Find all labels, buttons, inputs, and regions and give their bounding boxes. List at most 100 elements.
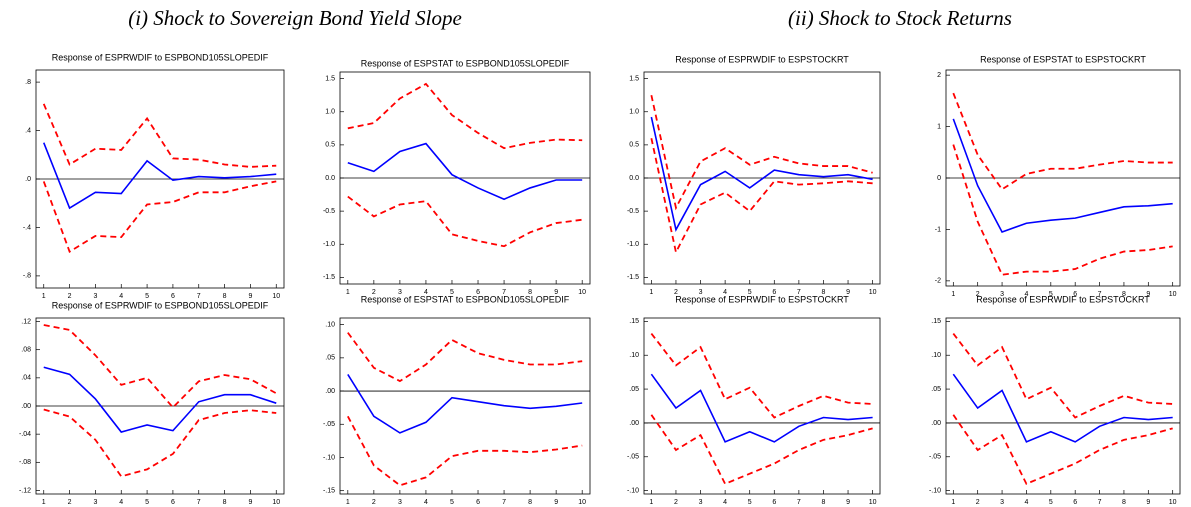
y-tick-label: -.10 (929, 487, 941, 494)
response-line (43, 142, 277, 210)
y-tick-label: .05 (325, 355, 335, 362)
y-tick-label: .15 (629, 318, 639, 325)
y-tick-label: .00 (931, 420, 941, 427)
x-tick-label: 9 (846, 289, 850, 296)
plot-frame (339, 317, 591, 495)
x-tick-label: 9 (554, 289, 558, 296)
y-tick-label: .05 (931, 386, 941, 393)
y-tick-label: -0.5 (627, 208, 639, 215)
x-tick-label: 6 (772, 499, 776, 506)
x-tick-label: 9 (1146, 291, 1150, 298)
plot-frame (643, 317, 881, 495)
x-tick-label: 6 (476, 499, 480, 506)
band-line (650, 94, 873, 211)
y-tick-label: -2 (935, 278, 941, 285)
response-line (347, 142, 583, 201)
y-tick-label: -.15 (323, 488, 335, 495)
y-tick-label: 2 (937, 72, 941, 79)
chart-title: Response of ESPRWDIF to ESPSTOCKRT (976, 294, 1150, 304)
x-tick-label: 7 (502, 289, 506, 296)
x-tick-label: 1 (649, 289, 653, 296)
x-tick-label: 7 (502, 499, 506, 506)
x-tick-label: 1 (951, 291, 955, 298)
response-line (347, 374, 583, 434)
x-tick-label: 9 (554, 499, 558, 506)
x-tick-label: 8 (822, 499, 826, 506)
y-tick-label: 0 (937, 175, 941, 182)
x-tick-label: 3 (1000, 291, 1004, 298)
band-line (650, 138, 873, 255)
y-tick-label: -.05 (627, 454, 639, 461)
y-tick-label: 1.5 (325, 75, 335, 82)
y-tick-label: .10 (325, 321, 335, 328)
x-tick-label: 6 (171, 293, 175, 300)
y-tick-label: -1.0 (627, 241, 639, 248)
x-tick-label: 7 (1098, 499, 1102, 506)
x-tick-label: 1 (42, 293, 46, 300)
y-tick-label: -.04 (19, 431, 31, 438)
x-tick-label: 2 (372, 289, 376, 296)
y-tick-label: 0.0 (325, 175, 335, 182)
x-tick-label: 5 (145, 499, 149, 506)
x-tick-label: 10 (578, 499, 586, 506)
x-tick-label: 8 (223, 293, 227, 300)
band-line (952, 414, 1173, 485)
y-tick-label: -.8 (23, 273, 31, 280)
band-line (952, 144, 1173, 276)
x-tick-label: 3 (1000, 499, 1004, 506)
y-tick-label: .05 (629, 386, 639, 393)
x-tick-label: 8 (528, 499, 532, 506)
x-tick-label: 6 (1073, 499, 1077, 506)
x-tick-label: 8 (822, 289, 826, 296)
x-tick-label: 1 (346, 499, 350, 506)
x-tick-label: 3 (699, 289, 703, 296)
band-line (43, 324, 277, 409)
y-tick-label: -.05 (323, 421, 335, 428)
x-tick-label: 4 (119, 293, 123, 300)
x-tick-label: 4 (723, 289, 727, 296)
band-line (952, 92, 1173, 191)
x-tick-label: 3 (398, 289, 402, 296)
y-tick-label: 0.5 (325, 142, 335, 149)
chart-title: Response of ESPRWDIF to ESPBOND105SLOPED… (52, 300, 269, 310)
x-tick-label: 7 (1098, 291, 1102, 298)
y-tick-label: .0 (25, 176, 31, 183)
band-line (347, 82, 583, 150)
x-tick-label: 2 (976, 291, 980, 298)
x-tick-label: 3 (93, 499, 97, 506)
y-tick-label: .8 (25, 79, 31, 86)
y-tick-label: -1.5 (627, 274, 639, 281)
x-tick-label: 5 (145, 293, 149, 300)
y-tick-label: 1.0 (325, 109, 335, 116)
y-tick-label: .00 (21, 403, 31, 410)
x-tick-label: 5 (748, 289, 752, 296)
y-tick-label: 0.5 (629, 142, 639, 149)
x-tick-label: 3 (93, 293, 97, 300)
x-tick-label: 6 (171, 499, 175, 506)
x-tick-label: 8 (1122, 499, 1126, 506)
response-line (650, 373, 873, 443)
x-tick-label: 2 (674, 289, 678, 296)
x-tick-label: 9 (248, 499, 252, 506)
x-tick-label: 7 (797, 289, 801, 296)
x-tick-label: 4 (1024, 291, 1028, 298)
x-tick-label: 10 (272, 499, 280, 506)
x-tick-label: 4 (119, 499, 123, 506)
y-tick-label: .15 (931, 318, 941, 325)
x-tick-label: 5 (450, 289, 454, 296)
y-tick-label: -.10 (323, 454, 335, 461)
y-tick-label: -1.0 (323, 241, 335, 248)
x-tick-label: 2 (372, 499, 376, 506)
x-tick-label: 10 (869, 499, 877, 506)
y-tick-label: .00 (325, 388, 335, 395)
band-line (42, 103, 277, 168)
x-tick-label: 7 (197, 293, 201, 300)
response-line (43, 366, 277, 433)
y-tick-label: -.10 (627, 487, 639, 494)
x-tick-label: 10 (869, 289, 877, 296)
y-tick-label: .12 (21, 318, 31, 325)
response-line (650, 116, 873, 232)
y-tick-label: .04 (21, 375, 31, 382)
chart-title: Response of ESPSTAT to ESPSTOCKRT (980, 54, 1146, 64)
y-tick-label: 0.0 (629, 175, 639, 182)
